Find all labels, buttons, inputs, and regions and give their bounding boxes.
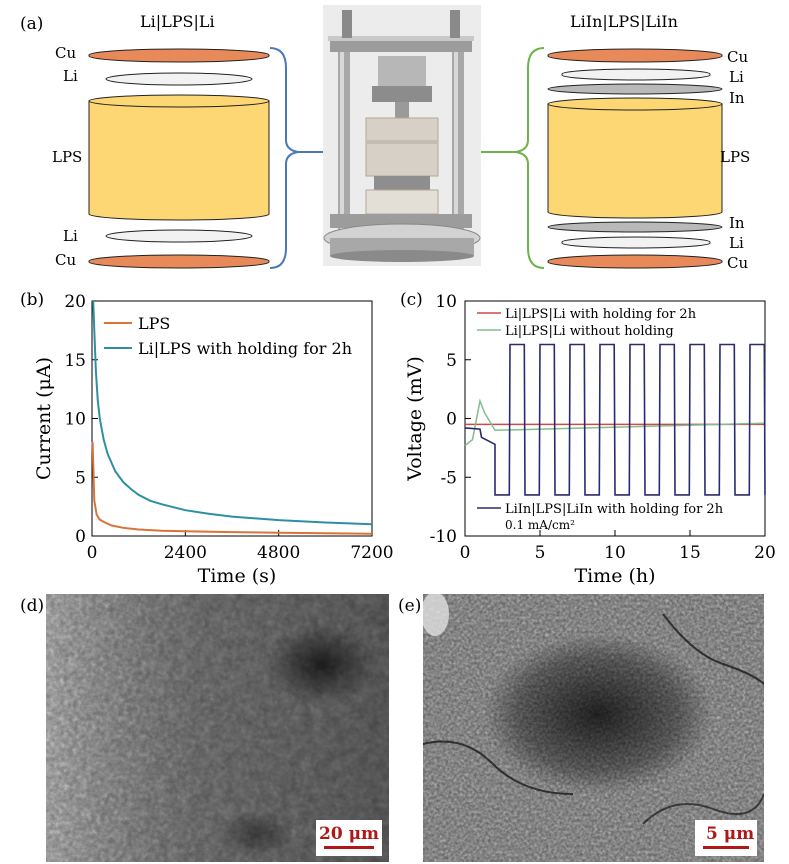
left-cu-bottom: [88, 254, 270, 269]
scale-bar-e-box: [695, 820, 757, 856]
chart-c-ylabel: Voltage (mV): [404, 356, 426, 481]
right-layer-label-li-bottom: Li: [729, 234, 744, 252]
right-stack: [430, 47, 723, 269]
chart-c-xtick-label: 10: [604, 543, 626, 563]
chart-b-legend-label: Li|LPS with holding for 2h: [138, 339, 352, 358]
left-layer-label-li-bottom: Li: [63, 227, 78, 245]
scale-bar-e-line: [703, 846, 749, 849]
left-layer-label-lps: LPS: [52, 148, 83, 166]
chart-b-ylabel: Current (μA): [33, 357, 55, 480]
left-cu-top: [88, 48, 270, 63]
right-cu-bottom: [547, 254, 723, 269]
chart-b-series-line: [92, 300, 373, 526]
panel-a-label: (a): [20, 14, 44, 34]
chart-b-ytick-label: 0: [75, 527, 86, 547]
chart-b-legend-label: LPS: [138, 314, 170, 333]
right-stack-title: LiIn|LPS|LiIn: [570, 12, 678, 31]
chart-b-xtick-label: 2400: [164, 543, 207, 563]
chart-b-ytick-label: 15: [64, 351, 86, 371]
chart-c-ytick-label: 10: [435, 292, 457, 312]
left-lps-cylinder: [88, 100, 270, 221]
chart-c-ytick-label: 5: [446, 351, 457, 371]
chart-c-xtick-label: 15: [679, 543, 701, 563]
scale-bar-d-line: [324, 846, 374, 849]
chart-c-legend-label: Li|LPS|Li with holding for 2h: [505, 307, 697, 322]
chart-c-xtick-label: 20: [754, 543, 776, 563]
chart-c-legend-label: Li|LPS|Li without holding: [505, 324, 674, 339]
right-layer-label-cu-bottom: Cu: [727, 254, 749, 272]
chart-b-xtick-label: 7200: [350, 543, 393, 563]
sem-image-d: [46, 594, 389, 862]
chart-c-ytick-label: -5: [440, 468, 457, 488]
left-stack: [88, 47, 368, 269]
panel-b-label: (b): [20, 290, 45, 310]
chart-c-ytick-label: 0: [446, 410, 457, 430]
chart-b-series-line: [91, 441, 373, 535]
left-stack-title: Li|LPS|Li: [140, 12, 215, 31]
chart-c-xtick-label: 0: [460, 543, 471, 563]
panel-c-label: (c): [400, 290, 423, 310]
chart-b-xlabel: Time (s): [198, 565, 277, 587]
press-cell-photo: [323, 5, 481, 266]
right-layer-label-lps: LPS: [720, 148, 751, 166]
left-li-top: [105, 72, 253, 86]
left-layer-label-cu-bottom: Cu: [55, 251, 77, 269]
panel-d-label: (d): [20, 596, 45, 616]
scale-bar-d-label: 20 μm: [319, 824, 380, 844]
left-li-bottom: [105, 229, 253, 243]
right-lps-cylinder: [547, 103, 723, 219]
panel-e-label: (e): [398, 596, 422, 616]
panel-a-diagram: [88, 5, 723, 269]
chart-b: 0 2400 4800 7200 0 5 10 15 20 Time (s) Current (μA…: [33, 292, 394, 587]
right-layer-label-cu-top: Cu: [727, 48, 749, 66]
chart-c-legend-label: LiIn|LPS|LiIn with holding for 2h: [505, 502, 724, 517]
chart-b-xtick-label: 0: [87, 543, 98, 563]
left-layer-label-li-top: Li: [63, 67, 78, 85]
chart-c-ytick-label: -10: [430, 527, 457, 547]
chart-b-ytick-label: 20: [64, 292, 86, 312]
right-layer-label-in-bottom: In: [729, 214, 745, 232]
sem-image-e: [423, 594, 764, 862]
chart-b-ytick-label: 10: [64, 410, 86, 430]
chart-c-xlabel: Time (h): [574, 565, 655, 587]
right-in-bottom: [547, 221, 723, 233]
chart-c-series-liin: [464, 343, 766, 496]
chart-b-frame: [91, 300, 373, 537]
right-bracket: [430, 47, 545, 269]
right-li-bottom: [561, 236, 711, 249]
chart-b-ytick-label: 5: [75, 468, 86, 488]
right-layer-label-li-top: Li: [729, 68, 744, 86]
chart-b-xtick-label: 4800: [257, 543, 300, 563]
left-layer-label-cu-top: Cu: [55, 44, 77, 62]
scale-bar-d-box: [316, 820, 382, 856]
right-li-top: [561, 68, 711, 81]
left-bracket: [269, 47, 368, 269]
right-cu-top: [547, 48, 723, 63]
chart-c-xtick-label: 5: [535, 543, 546, 563]
chart-c-note: 0.1 mA/cm²: [505, 518, 575, 532]
right-in-top: [547, 83, 723, 95]
scale-bar-e-label: 5 μm: [706, 824, 755, 844]
right-layer-label-in-top: In: [729, 89, 745, 107]
